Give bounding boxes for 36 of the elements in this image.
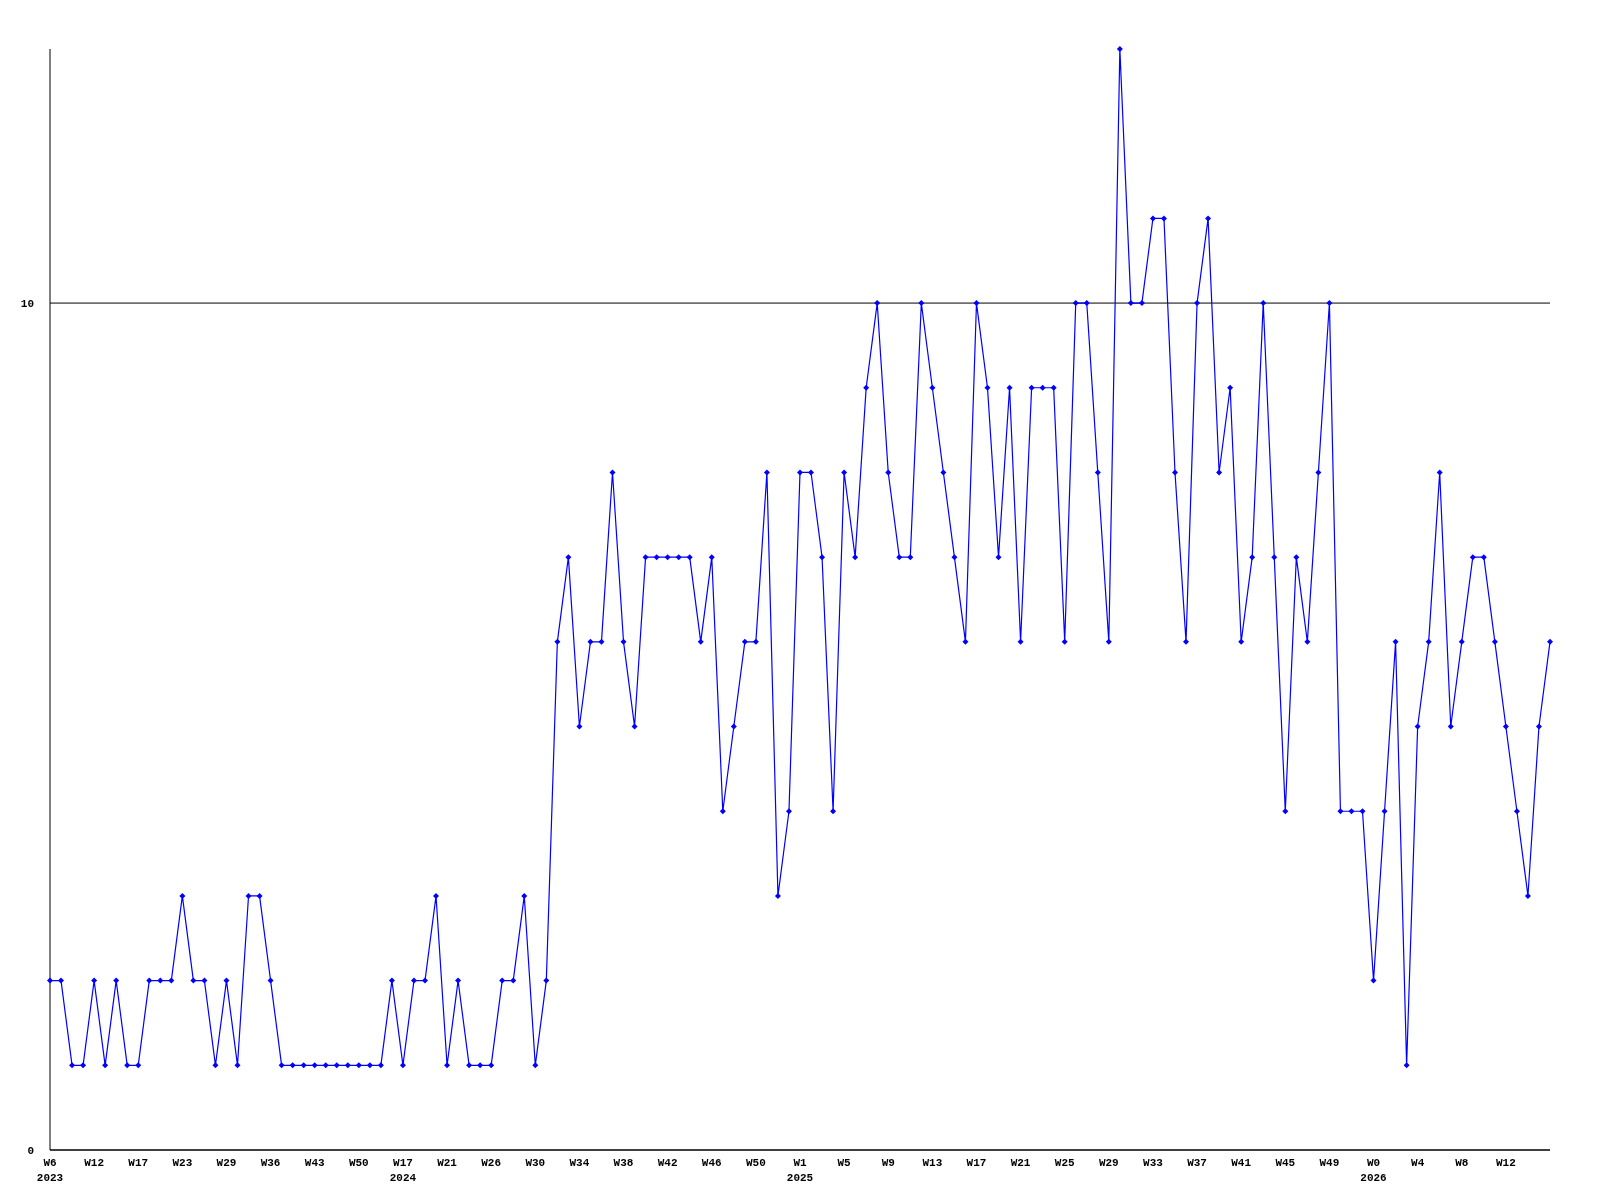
x-tick-label: W8 [1455,1157,1469,1169]
x-tick-label: W9 [881,1157,895,1169]
x-tick-label: W50 [348,1157,369,1169]
x-tick-label: W13 [922,1157,943,1169]
x-tick-label: W46 [701,1157,722,1169]
x-tick-label: W25 [1054,1157,1075,1169]
x-tick-label: W43 [304,1157,325,1169]
x-tick-label: W4 [1411,1157,1425,1169]
x-tick-label: W33 [1143,1157,1164,1169]
x-tick-label: W23 [172,1157,193,1169]
x-tick-label: W50 [745,1157,766,1169]
x-tick-label: W12 [84,1157,105,1169]
x-tick-label: W21 [1010,1157,1031,1169]
x-tick-label: W26 [481,1157,502,1169]
x-tick-label: W36 [260,1157,281,1169]
x-tick-label: W5 [837,1157,852,1169]
x-tick-label: W17 2024 [389,1157,417,1184]
x-tick-label: W49 [1319,1157,1340,1169]
x-tick-label: W12 [1495,1157,1516,1169]
x-tick-label: W41 [1231,1157,1252,1169]
x-tick-label: W1 2025 [786,1157,814,1184]
x-tick-label: W37 [1187,1157,1207,1169]
x-tick-label: W21 [437,1157,458,1169]
y-tick-label: 0 [27,1144,34,1157]
y-tick-label: 10 [20,297,34,310]
x-tick-label: W0 2026 [1360,1157,1387,1184]
x-tick-label: W17 [966,1157,987,1169]
x-tick-label: W38 [613,1157,634,1169]
x-tick-label: W29 [216,1157,237,1169]
x-tick-label: W6 2023 [36,1157,64,1184]
x-tick-label: W45 [1275,1157,1296,1169]
x-tick-label: W42 [657,1157,678,1169]
x-tick-label: W34 [569,1157,590,1169]
x-tick-label: W17 [128,1157,149,1169]
x-tick-label: W29 [1098,1157,1119,1169]
x-tick-label: W30 [525,1157,546,1169]
